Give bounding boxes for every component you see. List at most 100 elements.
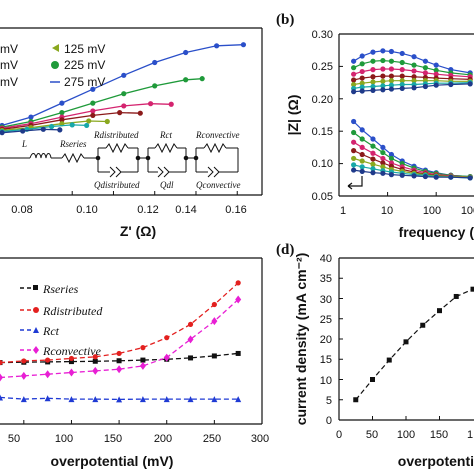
data-point [359,127,365,133]
data-point [399,67,405,73]
data-point [187,396,194,403]
data-point [152,83,158,89]
data-point [152,59,158,66]
data-point [359,80,365,86]
data-point [90,86,96,92]
panel-a: 0.08 0.10 0.12 0.14 0.16 Z' (Ω) mV 125 m… [0,27,263,239]
data-point [370,377,375,382]
data-point [48,123,55,130]
data-point [59,117,65,123]
panel-b-y-axis-label: |Z| (Ω) [285,95,301,136]
resistor-convective-symbol [203,142,227,154]
panel-b-x-tick-label: 1 [340,205,346,217]
data-point [359,75,365,81]
panel-b-x-tick-label: 100 [461,205,474,217]
data-point [370,83,376,90]
data-point [388,82,395,88]
panel-b-y-tick-label: 0.10 [312,158,333,170]
data-point [351,58,357,64]
data-point [380,57,386,64]
data-point [370,58,376,64]
legend-marker-rseries [33,285,38,290]
panel-b-plot-area [351,48,473,181]
data-point [20,371,27,380]
legend-marker-rct [33,327,39,333]
panel-d-y-tick-label: 40 [320,253,332,265]
panel-b-axis-arrow [347,176,363,190]
panel-d-y-tick-label: 25 [320,314,332,326]
panel-d-x-tick-label: 150 [430,429,448,441]
data-point [351,81,357,88]
data-point [44,395,51,402]
data-point [20,128,26,134]
legend-label-rdistributed: Rdistributed [42,304,103,318]
panel-a-ticks [71,191,238,195]
series-line [355,288,474,401]
data-point [380,87,386,93]
data-point [359,151,365,158]
data-point [92,396,99,403]
data-point [90,112,96,118]
data-point [187,335,194,344]
data-point [437,308,442,314]
data-point [380,164,386,170]
data-point [359,158,365,164]
legend-marker-rconvective [33,346,39,354]
data-point [380,170,386,176]
data-point [359,136,365,142]
data-point [68,355,75,362]
series-line [2,128,60,134]
data-point [388,58,395,64]
data-point [399,85,405,92]
panel-a-x-axis-label: Z' (Ω) [120,223,156,239]
cpe-dl-symbol [157,166,170,178]
data-point [137,110,143,116]
data-point [380,83,386,89]
panel-d-x-tick-label: 0 [336,429,342,441]
data-point [69,122,75,128]
panel-b-x-tick-label: 10 [381,205,393,217]
data-point [380,78,386,84]
data-point [199,76,205,82]
legend-label-rct: Rct [42,324,60,338]
data-point [359,164,365,170]
data-point [163,353,170,362]
data-point [380,48,386,54]
data-point [399,81,405,88]
data-point [370,67,376,73]
data-point [121,103,127,109]
data-point [433,67,439,73]
panel-d-ticks [338,257,440,421]
data-point [388,48,395,55]
data-point [370,166,376,172]
data-point [0,359,3,366]
data-point [433,82,439,88]
data-point [411,54,417,60]
data-point [28,114,34,120]
data-point [433,62,439,68]
data-point [411,78,417,84]
panel-d-y-axis-label: current density (mA cm⁻²) [293,253,309,426]
data-point [353,397,359,403]
data-point [399,78,405,84]
resistor-distributed-symbol [105,142,129,154]
data-point [240,42,247,48]
data-point [411,85,417,91]
circuit-label-qdistributed: Qdistributed [94,180,140,190]
data-point [90,108,96,114]
panel-a-legend: mV 125 mV mV 225 mV mV 275 mV [0,42,105,89]
data-point [116,350,122,357]
data-point [235,295,242,304]
panel-b-y-tick-label: 0.05 [312,191,333,203]
data-point [359,68,365,75]
data-point [86,118,92,124]
data-point [235,280,241,286]
data-point [470,286,474,292]
data-point [351,118,357,125]
data-point [140,357,146,363]
data-point [104,118,110,125]
data-point [388,86,395,92]
data-point [121,72,127,78]
data-point [139,396,146,403]
panel-d-y-tick-label: 10 [320,375,332,387]
